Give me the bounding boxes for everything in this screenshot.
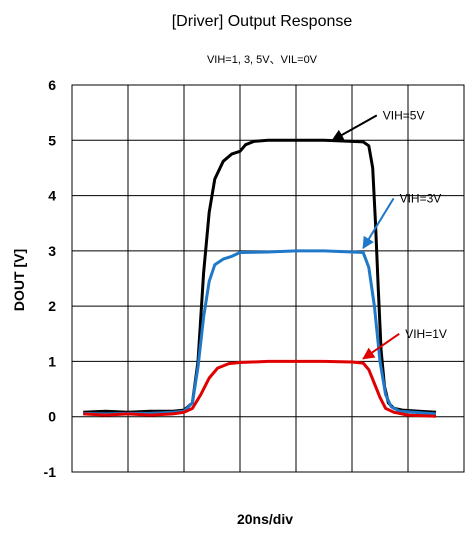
- y-tick-label: 0: [48, 409, 56, 425]
- annotation-arrow: [331, 114, 378, 142]
- annotation-label: VIH=5V: [383, 108, 425, 122]
- y-tick-label: 5: [48, 132, 56, 148]
- y-tick-label: -1: [44, 464, 57, 480]
- y-tick-label: 6: [48, 77, 56, 93]
- series-line-vih-1v: [83, 359, 437, 418]
- chart-title: [Driver] Output Response: [172, 13, 353, 30]
- plot-area: [71, 84, 465, 473]
- series-lines: [83, 138, 437, 418]
- chart-subtitle: VIH=1, 3, 5V、VIL=0V: [207, 54, 318, 66]
- annotations: VIH=5V VIH=3V VIH=1V: [331, 108, 447, 360]
- y-axis-label: DOUT [V]: [11, 249, 27, 311]
- y-tick-label: 1: [48, 353, 56, 369]
- y-tick-label: 4: [48, 188, 56, 204]
- annotation-arrow: [362, 332, 400, 360]
- annotation-label: VIH=1V: [405, 327, 447, 341]
- y-tick-label: 2: [48, 298, 56, 314]
- y-tick-labels: -1 0 1 2 3 4 5 6: [44, 77, 57, 480]
- annotation-arrow: [362, 197, 395, 250]
- annotation-label: VIH=3V: [400, 191, 442, 205]
- x-axis-label: 20ns/div: [237, 511, 293, 527]
- y-tick-label: 3: [48, 243, 56, 259]
